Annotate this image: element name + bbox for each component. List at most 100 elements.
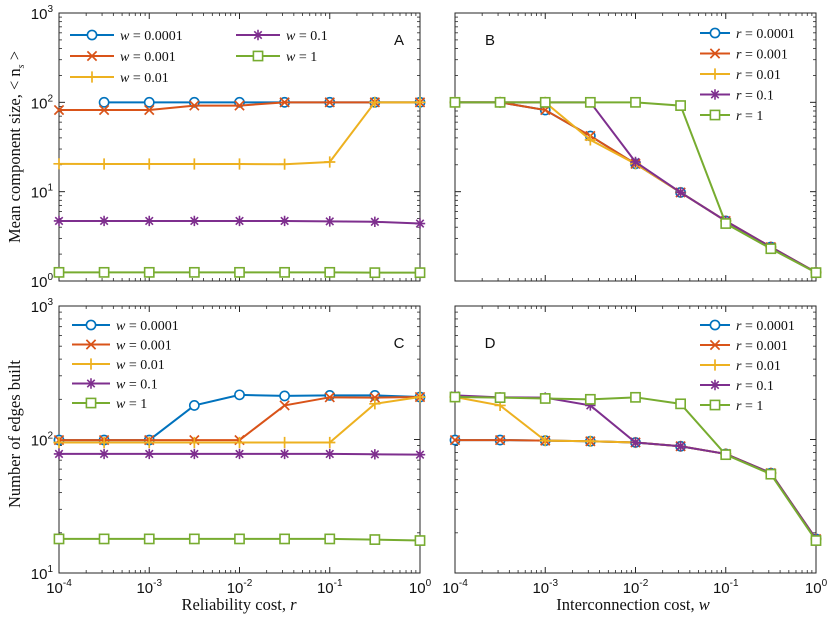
legend-marker-circle [709,319,721,331]
data-point-square [234,533,245,545]
x-tick-label: 10-4 [442,578,468,597]
data-point-square [188,266,200,278]
data-point-square [810,267,822,279]
data-point-plus [233,436,246,449]
legend-entry: w = 0.001 [70,50,176,65]
data-point-x [449,434,461,446]
legend-label: r = 0.0001 [736,319,795,334]
legend-label: w = 0.0001 [120,29,183,44]
legend-label: w = 0.01 [116,358,165,373]
data-point-square [369,267,381,279]
legend-marker-circle [85,319,97,331]
legend-marker-asterisk [709,379,721,391]
legend-entry: r = 0.1 [700,89,774,104]
series-5 [53,533,426,546]
data-point-asterisk [98,448,110,460]
data-point-square [414,535,426,546]
legend-marker-plus [86,71,98,83]
legend-label: r = 0.01 [736,68,781,83]
series-4 [53,215,426,229]
panel-label: A [394,32,404,49]
data-point-asterisk [324,448,335,460]
data-point-asterisk [675,187,686,198]
legend-entry: r = 0.01 [700,68,781,83]
data-point-square [449,391,461,403]
data-point-square [98,266,110,278]
series-5 [449,391,822,546]
data-point-square [369,534,381,545]
data-point-square [584,393,596,405]
y-tick-label: 103 [31,4,54,23]
legend-label: r = 0.0001 [736,27,795,42]
data-point-asterisk [144,448,155,460]
data-point-plus [539,435,551,447]
data-point-circle [143,96,155,108]
data-point-plus [324,156,336,168]
y-tick-label: 100 [31,272,54,291]
y-tick-label: 103 [31,297,54,316]
data-point-square [720,218,732,229]
legend-marker-x [85,339,97,350]
data-point-plus [188,158,200,170]
series-3 [53,96,426,170]
legend-entry: r = 1 [700,399,763,414]
data-point-x [144,104,155,116]
x-tick-label: 10-3 [532,578,558,597]
legend-label: w = 0.001 [120,50,176,65]
legend-marker-circle [709,27,721,39]
legend-entry: w = 1 [72,397,147,412]
data-point-asterisk [279,448,290,460]
data-point-plus [278,436,291,449]
legend-label: r = 0.001 [736,48,788,63]
data-point-asterisk [234,448,245,460]
legend-label: w = 1 [286,50,317,65]
x-tick-label: 10-4 [46,578,72,597]
data-point-square [449,96,461,108]
data-point-square [630,391,641,403]
x-tick-label: 100 [805,578,828,597]
data-point-square [720,449,732,461]
legend-label: r = 1 [736,109,763,124]
legend: w = 0.0001 w = 0.001 w = 0.01 w = 0.1 w = 1 [72,319,179,412]
data-point-square [414,267,426,279]
data-point-asterisk [279,215,290,227]
legend-marker-plus [709,68,721,80]
data-point-x [494,434,506,446]
x-axis-title-left: Reliability cost, r [181,595,297,614]
legend-label: w = 1 [116,397,147,412]
legend-entry: w = 0.0001 [72,319,179,334]
data-point-plus [98,158,110,170]
data-point-asterisk [630,156,641,168]
legend: r = 0.0001 r = 0.001 r = 0.01 r = 0.1 r = 1 [700,319,795,414]
data-point-square [53,266,65,278]
data-point-plus [188,436,200,449]
data-point-square [494,96,506,108]
data-point-x [53,104,65,116]
y-tick-label: 102 [31,431,54,450]
data-point-x [279,97,290,108]
legend-marker-asterisk [252,29,264,41]
data-point-plus [414,391,426,403]
data-point-plus [278,158,291,170]
series-5 [449,96,822,279]
data-point-plus [414,96,426,108]
legend-marker-x [709,339,721,351]
data-point-square [98,533,110,545]
series-3 [53,391,426,449]
data-point-square [324,266,336,278]
legend-entry: r = 0.0001 [700,319,795,334]
x-tick-label: 10-1 [713,578,739,597]
legend-label: r = 0.01 [736,359,781,374]
legend-entry: w = 0.01 [70,71,169,86]
data-point-x [279,400,290,411]
y-tick-label: 101 [31,564,54,583]
data-point-square [143,266,155,278]
legend-marker-plus [709,359,721,371]
data-point-asterisk [630,437,641,448]
data-point-x [189,100,200,111]
data-point-square [279,533,290,545]
data-point-square [765,468,777,480]
